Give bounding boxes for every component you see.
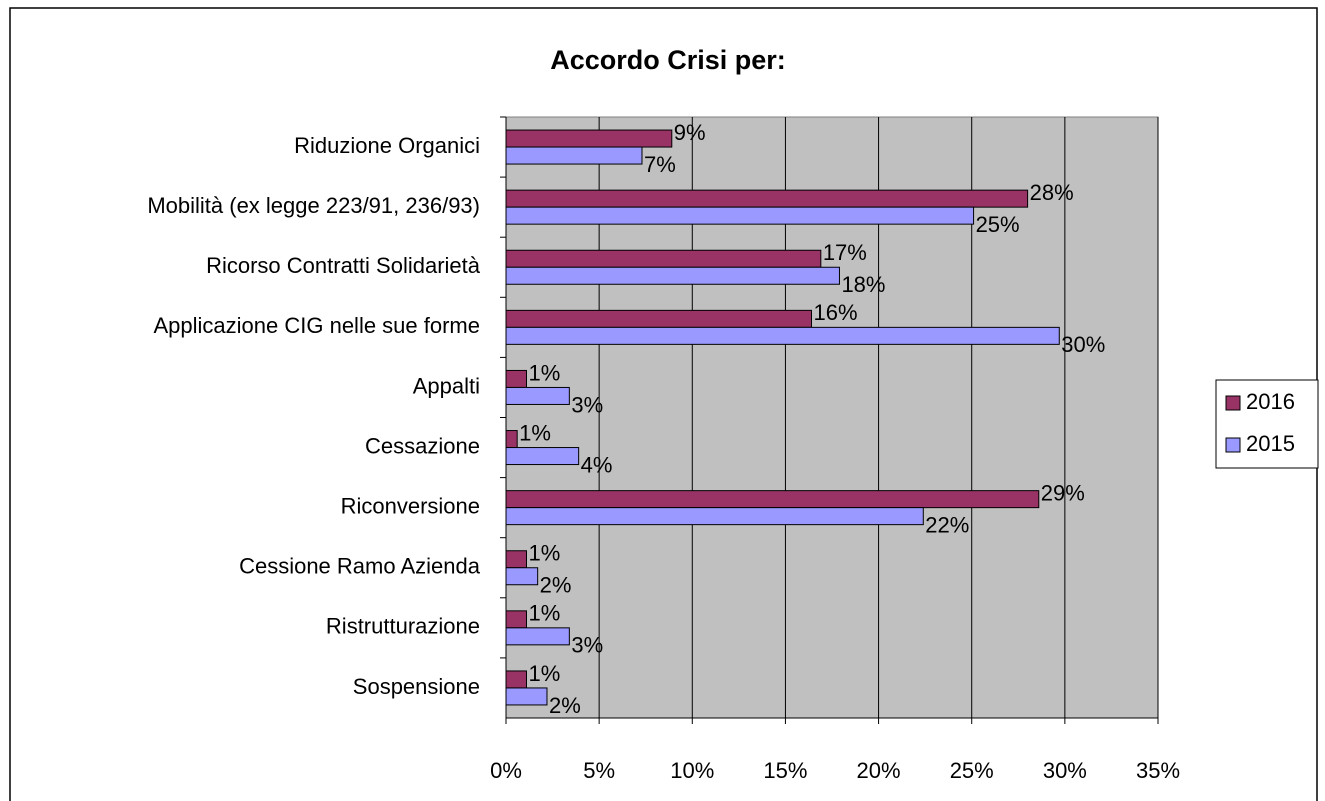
bar bbox=[505, 129, 673, 148]
y-tick-label: Riduzione Organici bbox=[294, 133, 480, 158]
value-label: 1% bbox=[528, 661, 560, 686]
bar bbox=[505, 189, 1029, 208]
bar bbox=[505, 146, 643, 165]
y-tick-label: Sospensione bbox=[353, 674, 480, 699]
y-tick-label: Ricorso Contratti Solidarietà bbox=[206, 253, 481, 278]
value-label: 25% bbox=[976, 212, 1020, 237]
value-label: 1% bbox=[528, 601, 560, 626]
legend-label: 2016 bbox=[1246, 389, 1295, 414]
value-label: 16% bbox=[814, 300, 858, 325]
value-label: 18% bbox=[841, 272, 885, 297]
value-label: 22% bbox=[925, 512, 969, 537]
y-tick-label: Ristrutturazione bbox=[326, 614, 480, 639]
y-tick-label: Applicazione CIG nelle sue forme bbox=[154, 313, 481, 338]
legend-swatch bbox=[1225, 437, 1241, 453]
bar bbox=[505, 670, 527, 689]
value-label: 30% bbox=[1061, 332, 1105, 357]
y-tick-label: Cessione Ramo Azienda bbox=[239, 554, 481, 579]
bar bbox=[505, 687, 548, 706]
value-label: 3% bbox=[571, 392, 603, 417]
bar bbox=[505, 309, 813, 328]
value-label: 4% bbox=[581, 452, 613, 477]
value-label: 1% bbox=[519, 420, 551, 445]
x-tick-label: 15% bbox=[763, 758, 807, 783]
bar bbox=[505, 550, 527, 569]
y-tick-label: Cessazione bbox=[365, 433, 480, 458]
value-label: 28% bbox=[1030, 180, 1074, 205]
x-tick-label: 35% bbox=[1136, 758, 1180, 783]
bar bbox=[505, 369, 527, 388]
value-label: 17% bbox=[823, 240, 867, 265]
value-label: 29% bbox=[1041, 480, 1085, 505]
value-label: 2% bbox=[540, 573, 572, 598]
bar bbox=[505, 507, 924, 526]
value-label: 3% bbox=[571, 633, 603, 658]
bar bbox=[505, 386, 570, 405]
bar bbox=[505, 266, 840, 285]
bar bbox=[505, 490, 1040, 509]
bar bbox=[505, 627, 570, 646]
value-label: 7% bbox=[644, 152, 676, 177]
bar bbox=[505, 567, 539, 586]
x-tick-label: 0% bbox=[490, 758, 522, 783]
x-tick-label: 5% bbox=[583, 758, 615, 783]
legend-box bbox=[1215, 379, 1319, 469]
legend-label: 2015 bbox=[1246, 431, 1295, 456]
bar bbox=[505, 206, 975, 225]
x-tick-label: 30% bbox=[1043, 758, 1087, 783]
bar bbox=[505, 326, 1060, 345]
bar bbox=[505, 610, 527, 629]
bar bbox=[505, 249, 822, 268]
y-tick-label: Mobilità (ex legge 223/91, 236/93) bbox=[147, 193, 480, 218]
x-tick-label: 25% bbox=[950, 758, 994, 783]
chart-title: Accordo Crisi per: bbox=[550, 45, 786, 75]
x-tick-label: 10% bbox=[670, 758, 714, 783]
bar bbox=[505, 430, 518, 449]
y-tick-label: Riconversione bbox=[341, 493, 480, 518]
value-label: 1% bbox=[528, 360, 560, 385]
x-tick-label: 20% bbox=[857, 758, 901, 783]
bar bbox=[505, 447, 580, 466]
value-label: 1% bbox=[528, 541, 560, 566]
legend-swatch bbox=[1225, 395, 1241, 411]
y-tick-label: Appalti bbox=[413, 373, 480, 398]
value-label: 9% bbox=[674, 120, 706, 145]
value-label: 2% bbox=[549, 693, 581, 718]
